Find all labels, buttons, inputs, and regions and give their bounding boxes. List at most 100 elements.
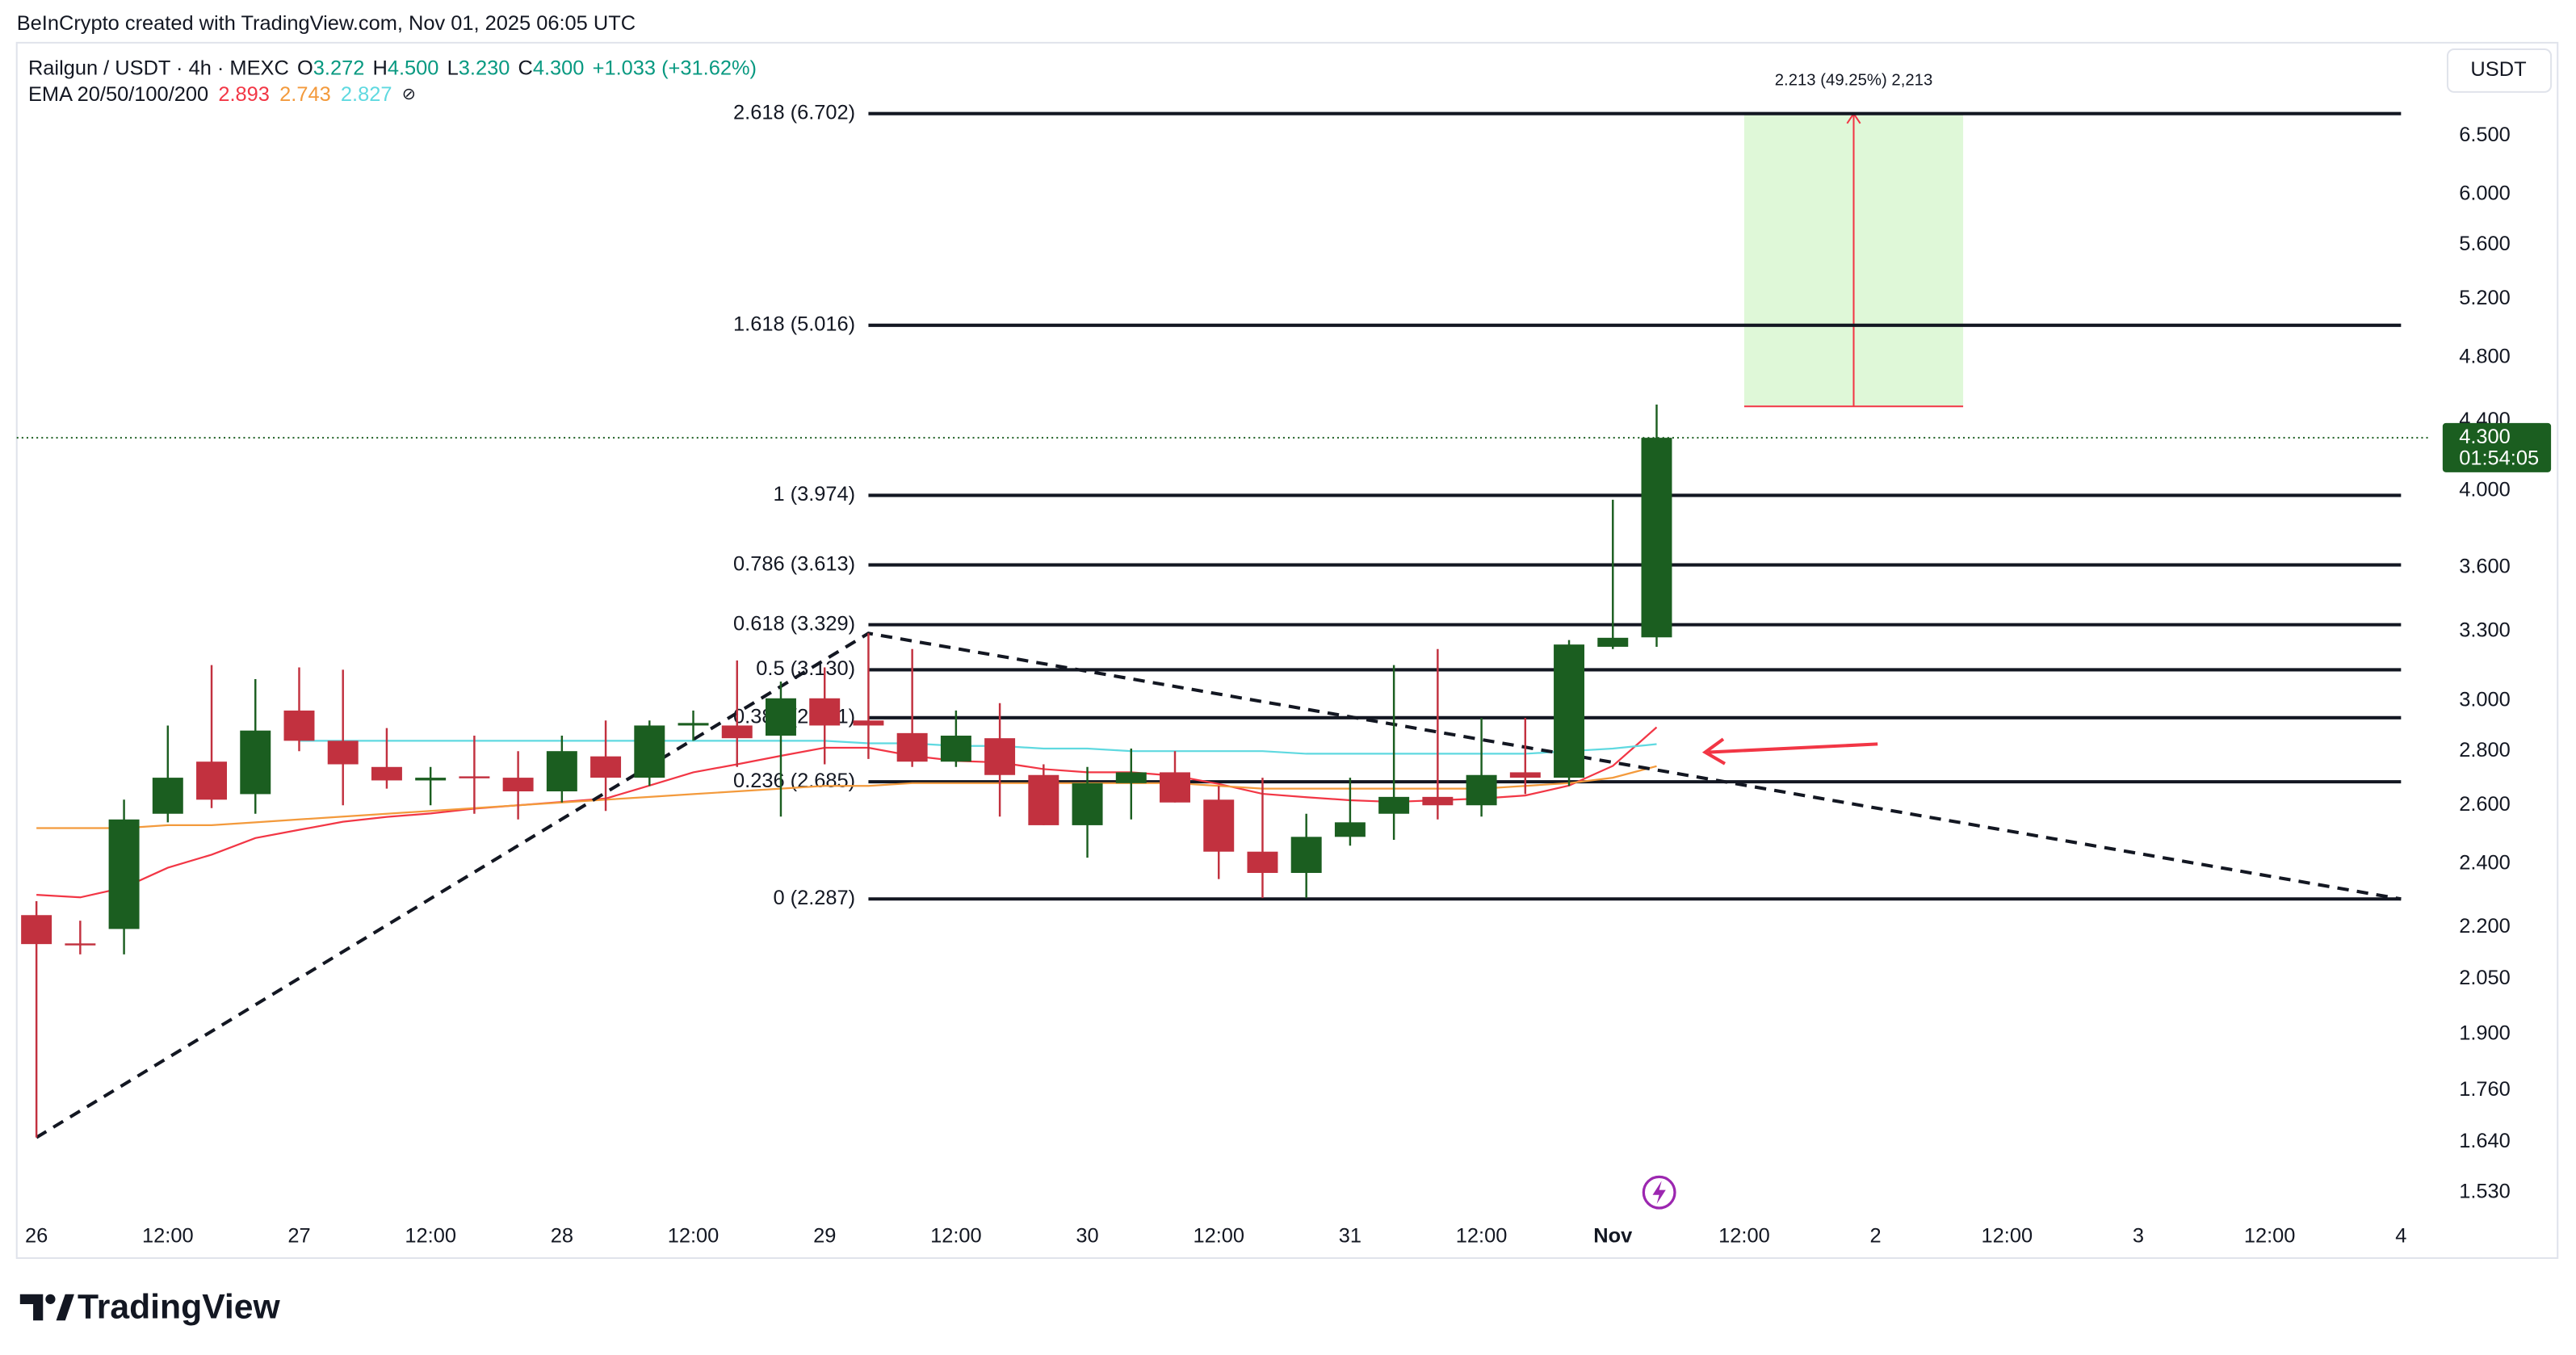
fib-label: 0.618 (3.329) bbox=[733, 612, 855, 635]
candle-body bbox=[546, 751, 577, 792]
candle-body bbox=[1378, 796, 1410, 814]
fib-label: 0.5 (3.130) bbox=[756, 657, 855, 680]
x-tick-label: 3 bbox=[2133, 1224, 2144, 1247]
candle-body bbox=[196, 761, 228, 800]
x-tick-label: 12:00 bbox=[668, 1224, 720, 1247]
candle-body bbox=[896, 732, 928, 762]
logo-part bbox=[56, 1294, 74, 1321]
red-arrow bbox=[1701, 737, 1878, 766]
y-tick-label: 6.500 bbox=[2459, 124, 2511, 146]
candle-body bbox=[1203, 799, 1235, 852]
symbol-legend: Railgun / USDT · 4h · MEXC O3.272 H4.500 L3… bbox=[28, 57, 757, 79]
candle-body bbox=[1509, 772, 1541, 778]
ohlc-key: C bbox=[518, 57, 533, 79]
ohlc-key: L bbox=[447, 57, 459, 79]
fib-label: 2.618 (6.702) bbox=[733, 101, 855, 124]
candle-body bbox=[21, 915, 52, 945]
candle-body bbox=[984, 738, 1016, 775]
candle-body bbox=[1641, 438, 1672, 638]
candle-body bbox=[108, 819, 140, 929]
last-price-label: 4.300 bbox=[2459, 426, 2511, 448]
x-tick-label: 12:00 bbox=[2244, 1224, 2296, 1247]
fib-label: 0 (2.287) bbox=[773, 887, 855, 909]
candle-body bbox=[65, 943, 96, 946]
candle-body bbox=[721, 725, 753, 739]
y-tick-label: 5.600 bbox=[2459, 233, 2511, 255]
x-tick-label: 12:00 bbox=[1982, 1224, 2033, 1247]
brand: TradingView bbox=[78, 1287, 281, 1326]
indicator-value: 2.827 bbox=[341, 83, 392, 106]
candle-body bbox=[1334, 822, 1366, 837]
x-tick-label: 12:00 bbox=[1718, 1224, 1770, 1247]
countdown: 01:54:05 bbox=[2459, 447, 2539, 469]
x-tick-label: 4 bbox=[2395, 1224, 2406, 1247]
candle-body bbox=[1115, 772, 1147, 783]
symbol: Railgun / USDT · 4h · MEXC bbox=[28, 57, 289, 79]
y-tick-label: 1.900 bbox=[2459, 1022, 2511, 1045]
ema-line bbox=[299, 740, 1657, 755]
arrow-shaft bbox=[1708, 742, 1878, 754]
ohlc-value: 3.272 bbox=[313, 57, 365, 79]
fib-label: 0.786 (3.613) bbox=[733, 552, 855, 575]
indicator-value: 2.743 bbox=[279, 83, 331, 106]
candle-body bbox=[371, 766, 402, 781]
candle-body bbox=[853, 720, 884, 726]
y-tick-label: 2.200 bbox=[2459, 915, 2511, 938]
candle-body bbox=[1160, 772, 1190, 803]
candle-body bbox=[1597, 637, 1629, 647]
attribution: BeInCrypto created with TradingView.com,… bbox=[17, 12, 636, 35]
candle-body bbox=[283, 710, 315, 741]
y-tick-label: 3.000 bbox=[2459, 689, 2511, 711]
y-tick-label: 2.050 bbox=[2459, 967, 2511, 989]
y-tick-label: 4.000 bbox=[2459, 478, 2511, 501]
x-tick-label: Nov bbox=[1593, 1224, 1633, 1247]
x-tick-label: 27 bbox=[287, 1224, 310, 1247]
indicator-label: EMA 20/50/100/200 bbox=[28, 83, 208, 106]
y-tick-label: 2.600 bbox=[2459, 793, 2511, 816]
candle-body bbox=[1554, 644, 1585, 778]
candle-body bbox=[1466, 774, 1497, 806]
candle-body bbox=[1422, 796, 1454, 806]
candle-body bbox=[152, 778, 183, 814]
x-tick-label: 12:00 bbox=[142, 1224, 194, 1247]
currency-box[interactable] bbox=[2446, 48, 2553, 93]
indicator-legend: EMA 20/50/100/200 2.893 2.743 2.827 ⊘ bbox=[28, 83, 416, 106]
alert-bolt bbox=[1652, 1181, 1666, 1204]
projection-label: 2.213 (49.25%) 2,213 bbox=[1775, 71, 1933, 89]
ohlc-value: 3.230 bbox=[459, 57, 510, 79]
y-tick-label: 2.400 bbox=[2459, 851, 2511, 874]
brand-logo bbox=[19, 1294, 74, 1321]
candle-body bbox=[327, 740, 359, 765]
candle-body bbox=[1290, 837, 1322, 874]
x-tick-label: 26 bbox=[25, 1224, 48, 1247]
fib-label: 1.618 (5.016) bbox=[733, 313, 855, 336]
indicator-hidden: ⊘ bbox=[402, 86, 416, 103]
chart-frame bbox=[15, 41, 2559, 1260]
fib-label: 1 (3.974) bbox=[773, 483, 855, 506]
y-tick-label: 1.640 bbox=[2459, 1130, 2511, 1152]
candle-body bbox=[1247, 851, 1278, 874]
ohlc-value: 4.500 bbox=[388, 57, 439, 79]
candle-body bbox=[590, 756, 622, 778]
x-tick-label: 2 bbox=[1870, 1224, 1882, 1247]
alert-icon[interactable] bbox=[1642, 1175, 1676, 1210]
x-tick-label: 12:00 bbox=[1193, 1224, 1244, 1247]
x-tick-label: 12:00 bbox=[405, 1224, 456, 1247]
y-tick-label: 6.000 bbox=[2459, 182, 2511, 204]
ohlc-key: O bbox=[297, 57, 313, 79]
candle-body bbox=[459, 776, 490, 778]
candle-body bbox=[940, 736, 971, 762]
last-price-box bbox=[2442, 422, 2552, 472]
y-tick-label: 5.200 bbox=[2459, 287, 2511, 309]
ema-line bbox=[36, 765, 1657, 829]
currency: USDT bbox=[2470, 58, 2526, 81]
trend-line bbox=[36, 631, 2402, 1139]
candle-body bbox=[809, 698, 841, 726]
y-tick-label: 3.300 bbox=[2459, 619, 2511, 641]
candle-body bbox=[502, 778, 534, 791]
ohlc-value: 4.300 bbox=[533, 57, 585, 79]
candle-body bbox=[240, 730, 271, 795]
y-tick-label: 1.530 bbox=[2459, 1181, 2511, 1203]
